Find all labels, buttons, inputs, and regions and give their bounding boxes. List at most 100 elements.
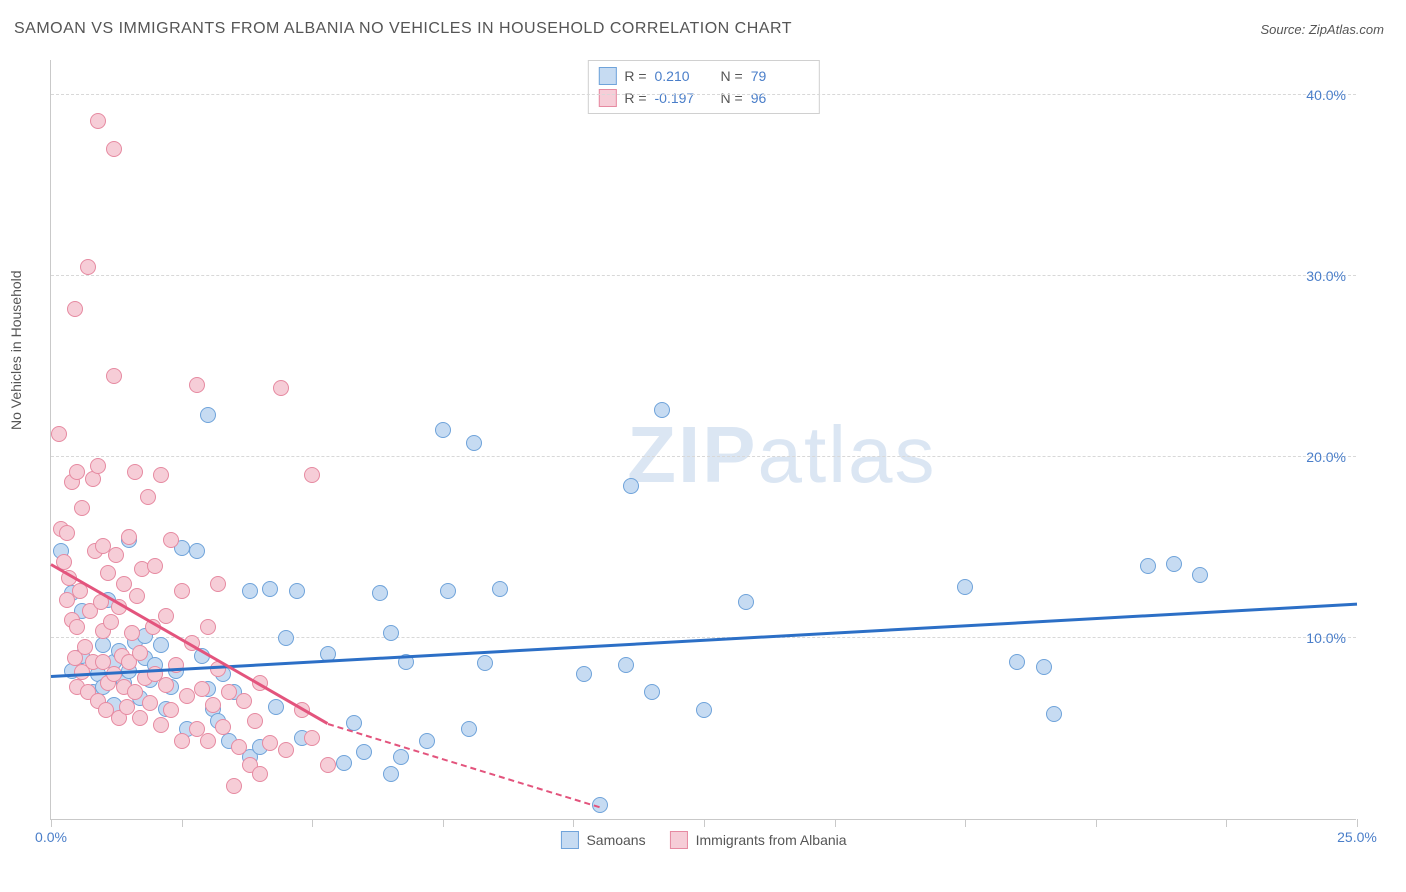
data-point-samoans bbox=[957, 579, 973, 595]
correlation-legend: R = 0.210 N = 79 R = -0.197 N = 96 bbox=[587, 60, 819, 114]
n-label: N = bbox=[721, 90, 743, 106]
n-value-samoans: 79 bbox=[751, 68, 809, 84]
r-label: R = bbox=[624, 90, 646, 106]
watermark: ZIPatlas bbox=[627, 409, 936, 501]
data-point-albania bbox=[205, 697, 221, 713]
data-point-albania bbox=[163, 702, 179, 718]
y-axis-label: No Vehicles in Household bbox=[8, 270, 24, 430]
data-point-albania bbox=[132, 645, 148, 661]
data-point-samoans bbox=[440, 583, 456, 599]
gridline bbox=[51, 94, 1356, 95]
data-point-samoans bbox=[738, 594, 754, 610]
data-point-samoans bbox=[1036, 659, 1052, 675]
data-point-albania bbox=[100, 565, 116, 581]
data-point-samoans bbox=[1140, 558, 1156, 574]
data-point-albania bbox=[103, 614, 119, 630]
legend-row-samoans: R = 0.210 N = 79 bbox=[598, 65, 808, 87]
y-tick-label: 10.0% bbox=[1306, 630, 1346, 646]
data-point-albania bbox=[304, 467, 320, 483]
x-tick bbox=[182, 819, 183, 827]
data-point-albania bbox=[67, 301, 83, 317]
data-point-albania bbox=[247, 713, 263, 729]
data-point-albania bbox=[231, 739, 247, 755]
data-point-samoans bbox=[466, 435, 482, 451]
data-point-samoans bbox=[419, 733, 435, 749]
data-point-samoans bbox=[435, 422, 451, 438]
data-point-albania bbox=[59, 525, 75, 541]
data-point-samoans bbox=[654, 402, 670, 418]
data-point-albania bbox=[194, 681, 210, 697]
data-point-albania bbox=[273, 380, 289, 396]
data-point-samoans bbox=[383, 625, 399, 641]
data-point-samoans bbox=[95, 637, 111, 653]
source-prefix: Source: bbox=[1260, 22, 1308, 37]
data-point-albania bbox=[153, 717, 169, 733]
data-point-samoans bbox=[189, 543, 205, 559]
data-point-albania bbox=[127, 464, 143, 480]
data-point-samoans bbox=[1166, 556, 1182, 572]
data-point-albania bbox=[80, 259, 96, 275]
data-point-albania bbox=[69, 619, 85, 635]
x-tick bbox=[704, 819, 705, 827]
data-point-albania bbox=[69, 464, 85, 480]
y-tick-label: 30.0% bbox=[1306, 268, 1346, 284]
data-point-samoans bbox=[393, 749, 409, 765]
data-point-albania bbox=[179, 688, 195, 704]
data-point-samoans bbox=[623, 478, 639, 494]
watermark-bold: ZIP bbox=[627, 410, 757, 499]
data-point-albania bbox=[174, 583, 190, 599]
data-point-albania bbox=[129, 588, 145, 604]
gridline bbox=[51, 456, 1356, 457]
data-point-albania bbox=[121, 529, 137, 545]
data-point-albania bbox=[132, 710, 148, 726]
data-point-albania bbox=[51, 426, 67, 442]
data-point-albania bbox=[158, 677, 174, 693]
x-tick-label: 25.0% bbox=[1337, 829, 1377, 845]
r-value-albania: -0.197 bbox=[655, 90, 713, 106]
data-point-samoans bbox=[242, 583, 258, 599]
data-point-samoans bbox=[696, 702, 712, 718]
n-value-albania: 96 bbox=[751, 90, 809, 106]
data-point-samoans bbox=[372, 585, 388, 601]
data-point-albania bbox=[174, 733, 190, 749]
trend-line bbox=[51, 602, 1357, 677]
data-point-albania bbox=[221, 684, 237, 700]
data-point-albania bbox=[74, 500, 90, 516]
chart-title: SAMOAN VS IMMIGRANTS FROM ALBANIA NO VEH… bbox=[14, 20, 792, 38]
data-point-albania bbox=[158, 608, 174, 624]
data-point-samoans bbox=[153, 637, 169, 653]
data-point-albania bbox=[252, 766, 268, 782]
data-point-albania bbox=[278, 742, 294, 758]
data-point-albania bbox=[200, 733, 216, 749]
data-point-samoans bbox=[268, 699, 284, 715]
data-point-albania bbox=[320, 757, 336, 773]
x-tick bbox=[51, 819, 52, 827]
data-point-albania bbox=[236, 693, 252, 709]
data-point-samoans bbox=[576, 666, 592, 682]
legend-item-samoans: Samoans bbox=[560, 831, 645, 849]
data-point-samoans bbox=[1009, 654, 1025, 670]
data-point-samoans bbox=[278, 630, 294, 646]
y-tick-label: 40.0% bbox=[1306, 87, 1346, 103]
data-point-samoans bbox=[200, 407, 216, 423]
data-point-samoans bbox=[644, 684, 660, 700]
data-point-albania bbox=[215, 719, 231, 735]
data-point-samoans bbox=[336, 755, 352, 771]
source-attribution: Source: ZipAtlas.com bbox=[1260, 22, 1384, 37]
n-label: N = bbox=[721, 68, 743, 84]
data-point-albania bbox=[262, 735, 278, 751]
x-tick bbox=[443, 819, 444, 827]
data-point-albania bbox=[147, 558, 163, 574]
data-point-samoans bbox=[477, 655, 493, 671]
data-point-albania bbox=[108, 547, 124, 563]
swatch-albania bbox=[598, 89, 616, 107]
data-point-albania bbox=[116, 576, 132, 592]
data-point-albania bbox=[142, 695, 158, 711]
data-point-albania bbox=[210, 576, 226, 592]
x-tick bbox=[573, 819, 574, 827]
swatch-albania bbox=[670, 831, 688, 849]
swatch-samoans bbox=[598, 67, 616, 85]
x-tick bbox=[965, 819, 966, 827]
source-name: ZipAtlas.com bbox=[1309, 22, 1384, 37]
r-label: R = bbox=[624, 68, 646, 84]
